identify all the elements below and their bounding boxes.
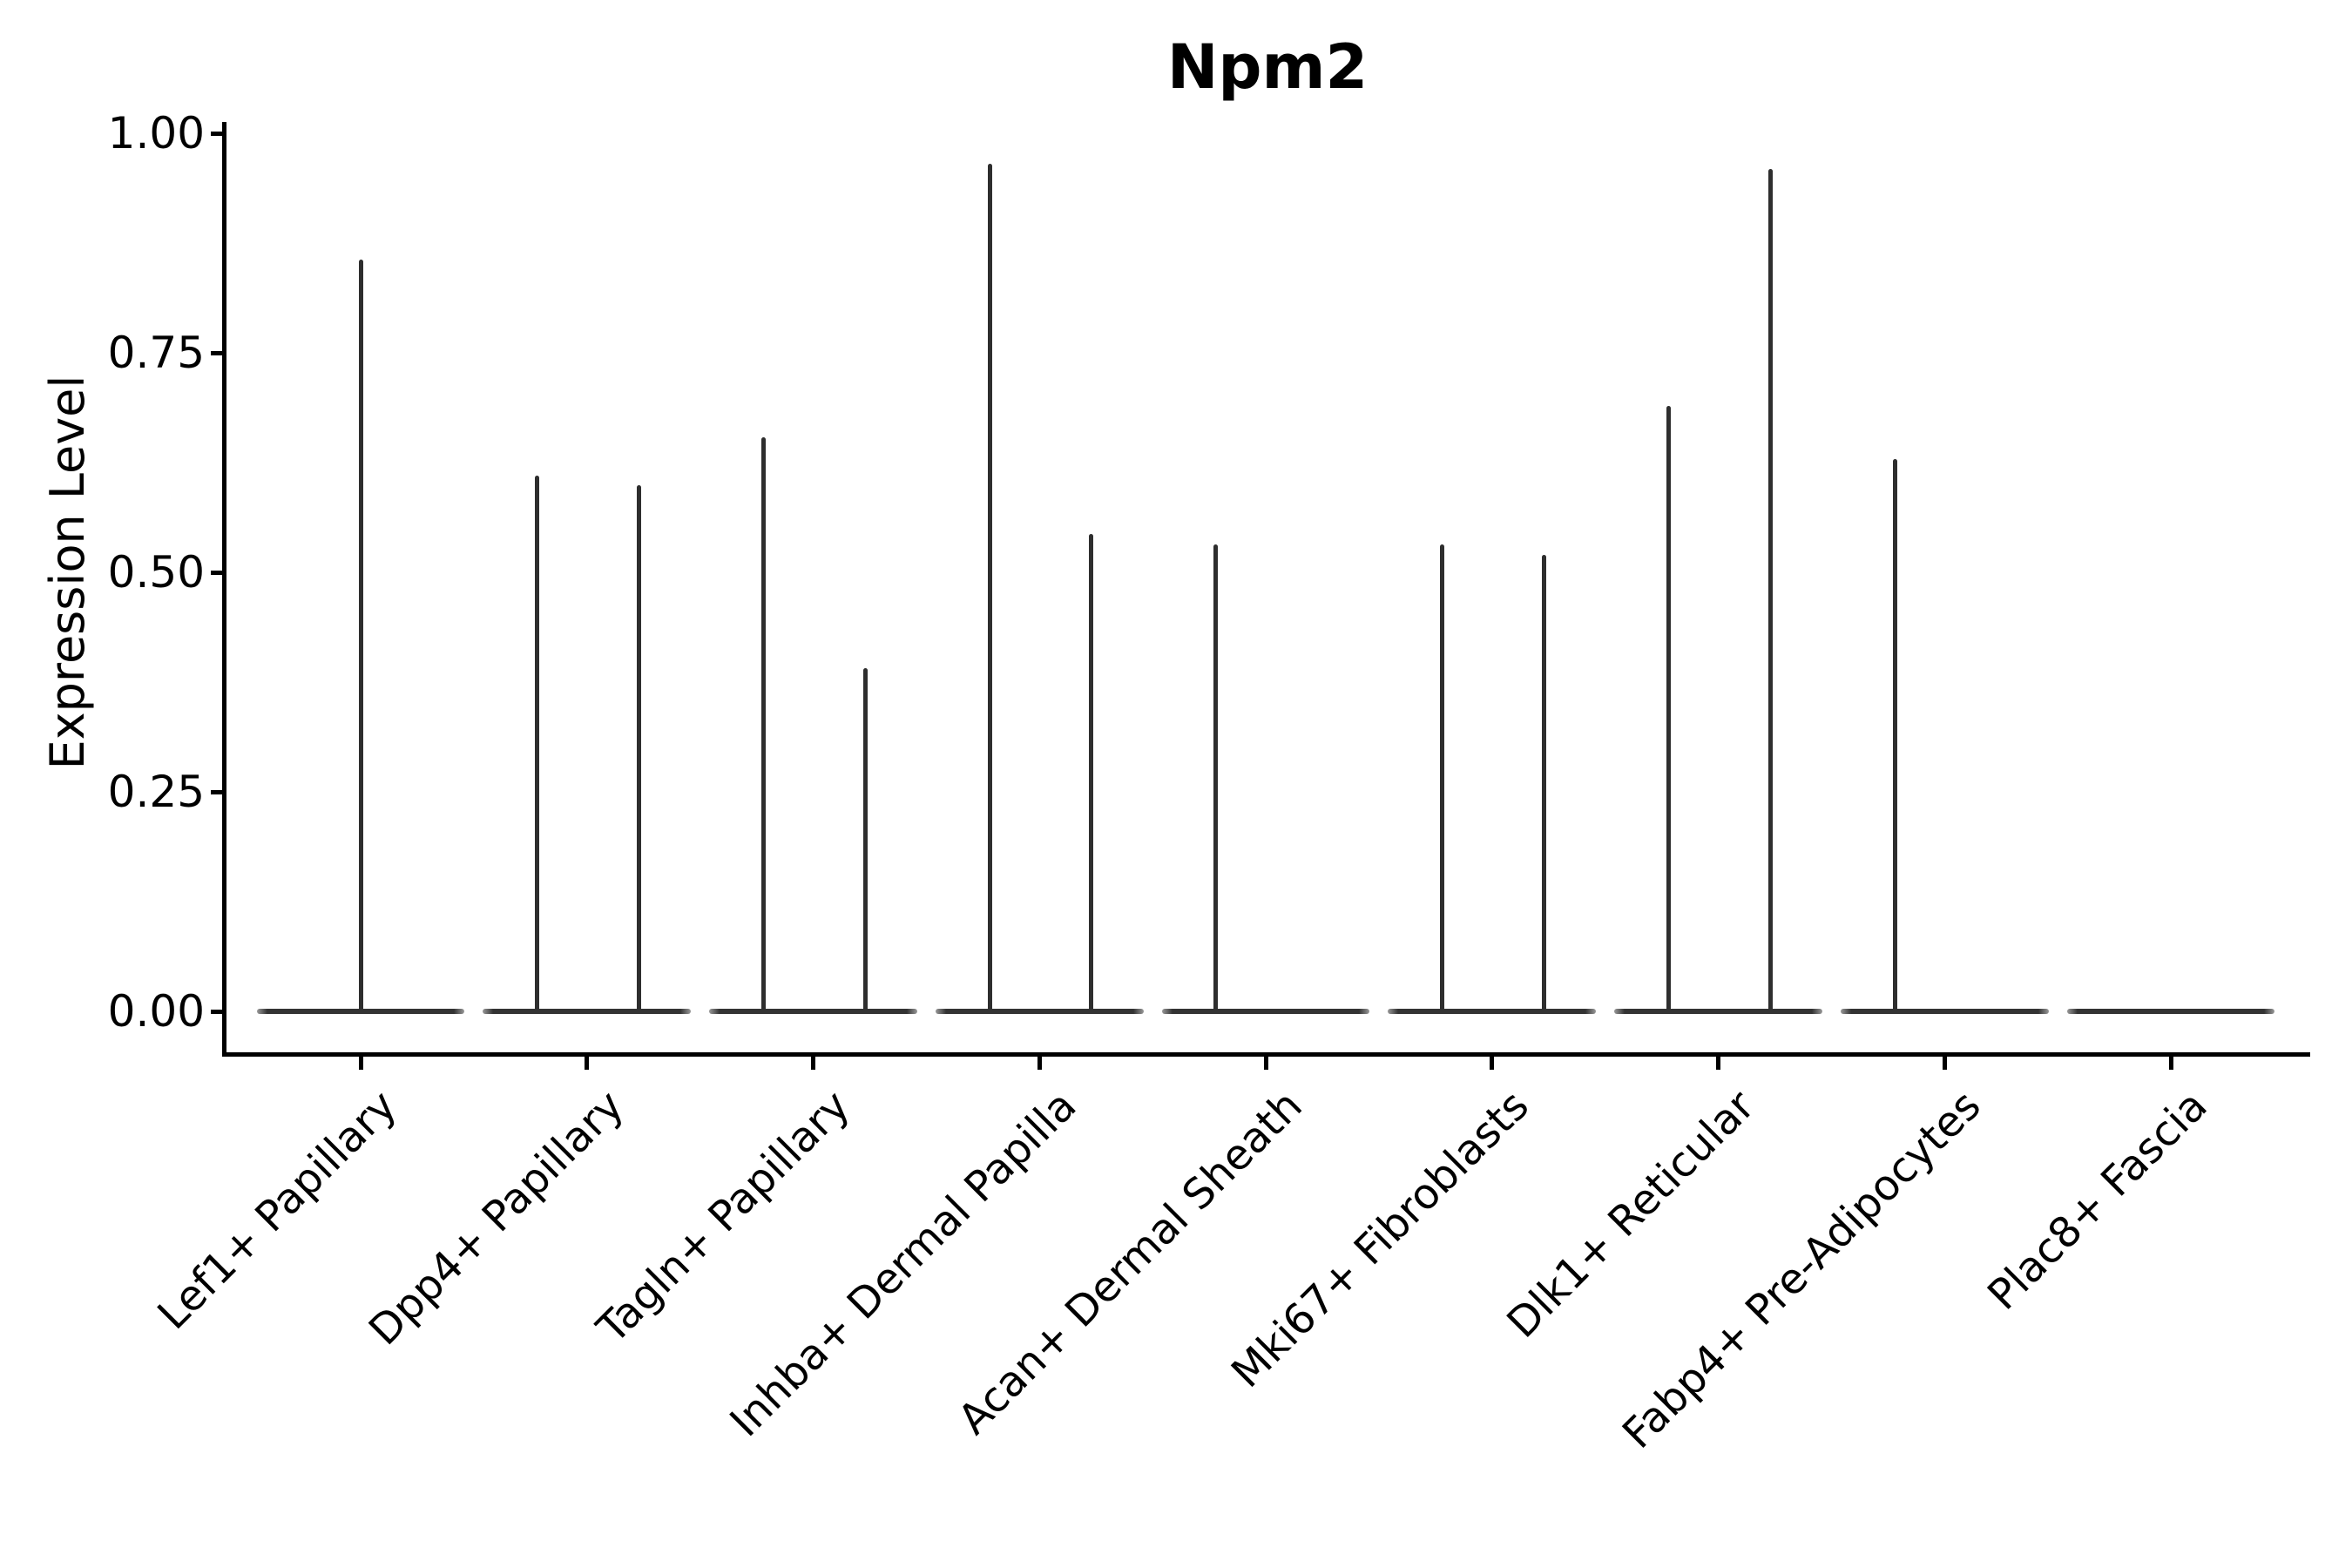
violin-spike bbox=[987, 164, 992, 1010]
violin-base bbox=[1161, 1009, 1370, 1014]
x-tick-label: Plac8+ Fascia bbox=[1978, 1081, 2217, 1320]
violin-spike bbox=[1541, 554, 1546, 1010]
y-tick-label: 0.50 bbox=[107, 547, 205, 598]
x-tick-mark bbox=[1716, 1054, 1720, 1070]
x-tick-mark bbox=[585, 1054, 590, 1070]
violin-base bbox=[483, 1009, 692, 1014]
x-tick-mark bbox=[1263, 1054, 1268, 1070]
y-tick-label: 1.00 bbox=[107, 108, 205, 159]
y-axis-spine bbox=[222, 122, 226, 1056]
x-tick-mark bbox=[1490, 1054, 1495, 1070]
y-tick-mark bbox=[211, 131, 224, 136]
violin-spike bbox=[862, 667, 868, 1010]
y-tick-label: 0.25 bbox=[107, 767, 205, 817]
violin-spike bbox=[1767, 169, 1773, 1010]
y-tick-label: 0.75 bbox=[107, 328, 205, 378]
violin-spike bbox=[636, 485, 641, 1010]
x-tick-mark bbox=[1037, 1054, 1042, 1070]
violin-base bbox=[256, 1009, 465, 1014]
violin-base bbox=[709, 1009, 917, 1014]
x-tick-label: Tagln+ Papillary bbox=[587, 1081, 860, 1353]
violin-spike bbox=[358, 260, 363, 1010]
violin-base bbox=[935, 1009, 1144, 1014]
y-tick-mark bbox=[211, 1009, 224, 1014]
chart-title: Npm2 bbox=[1166, 31, 1369, 103]
violin-base bbox=[1388, 1009, 1597, 1014]
violin-spike bbox=[535, 476, 540, 1010]
y-tick-mark bbox=[211, 350, 224, 355]
y-tick-mark bbox=[211, 789, 224, 794]
violin-spike bbox=[1892, 458, 1897, 1010]
violin-base bbox=[2066, 1009, 2275, 1014]
violin-spike bbox=[760, 436, 766, 1010]
x-tick-label: Dpp4+ Papillary bbox=[359, 1081, 633, 1355]
violin-spike bbox=[1666, 406, 1671, 1010]
violin-base bbox=[1614, 1009, 1822, 1014]
violin-spike bbox=[1089, 533, 1094, 1010]
violin-spike bbox=[1213, 544, 1219, 1010]
x-tick-label: Lef1+ Papillary bbox=[148, 1081, 407, 1340]
violin-base bbox=[1840, 1009, 2049, 1014]
x-tick-mark bbox=[2168, 1054, 2173, 1070]
x-tick-mark bbox=[1942, 1054, 1947, 1070]
x-tick-mark bbox=[358, 1054, 363, 1070]
x-tick-label: Dlk1+ Reticular bbox=[1497, 1081, 1765, 1348]
violin-spike bbox=[1440, 544, 1445, 1010]
y-tick-label: 0.00 bbox=[107, 986, 205, 1037]
y-tick-mark bbox=[211, 570, 224, 575]
x-tick-mark bbox=[811, 1054, 815, 1070]
